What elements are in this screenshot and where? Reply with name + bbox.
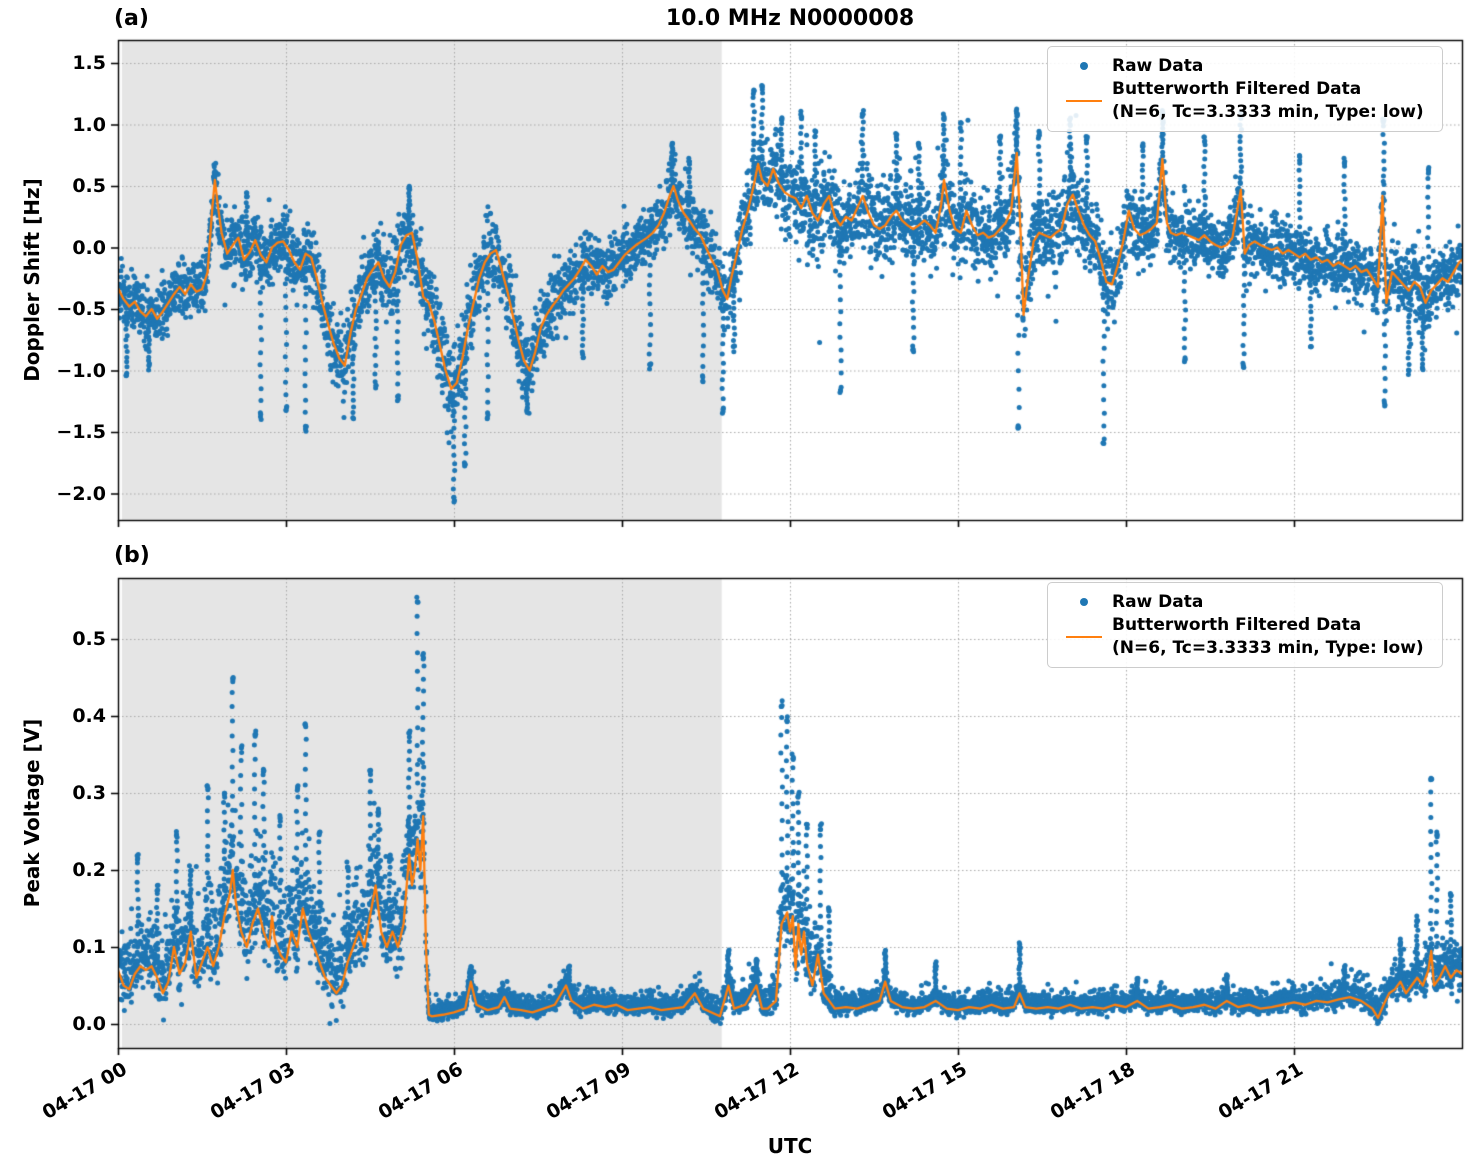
- legend-filtered-label-line1: Butterworth Filtered Data: [1112, 615, 1362, 636]
- y-axis-label-doppler: Doppler Shift [Hz]: [20, 178, 44, 382]
- legend-entry-raw: Raw Data: [1056, 591, 1432, 613]
- legend-entry-filtered: Butterworth Filtered Data (N=6, Tc=3.333…: [1056, 614, 1432, 659]
- panel-a-label: (a): [114, 6, 149, 31]
- raw-data-marker-icon: [1056, 598, 1112, 607]
- filtered-line-marker-icon: [1056, 99, 1112, 102]
- legend-entry-raw: Raw Data: [1056, 55, 1432, 77]
- raw-data-marker-icon: [1056, 62, 1112, 71]
- filtered-line-marker-icon: [1056, 635, 1112, 638]
- legend-panel-b: Raw Data Butterworth Filtered Data (N=6,…: [1047, 582, 1443, 669]
- y-axis-label-voltage: Peak Voltage [V]: [20, 718, 44, 908]
- figure-title: 10.0 MHz N0000008: [665, 6, 915, 31]
- legend-panel-a: Raw Data Butterworth Filtered Data (N=6,…: [1047, 46, 1443, 133]
- x-axis-label: UTC: [767, 1134, 813, 1158]
- legend-entry-filtered: Butterworth Filtered Data (N=6, Tc=3.333…: [1056, 78, 1432, 123]
- legend-raw-label: Raw Data: [1112, 592, 1204, 612]
- legend-filtered-label-line2: (N=6, Tc=3.3333 min, Type: low): [1112, 637, 1424, 658]
- legend-filtered-label-line2: (N=6, Tc=3.3333 min, Type: low): [1112, 101, 1424, 122]
- legend-raw-label: Raw Data: [1112, 56, 1204, 76]
- panel-b-label: (b): [114, 543, 150, 568]
- legend-filtered-label-line1: Butterworth Filtered Data: [1112, 79, 1362, 100]
